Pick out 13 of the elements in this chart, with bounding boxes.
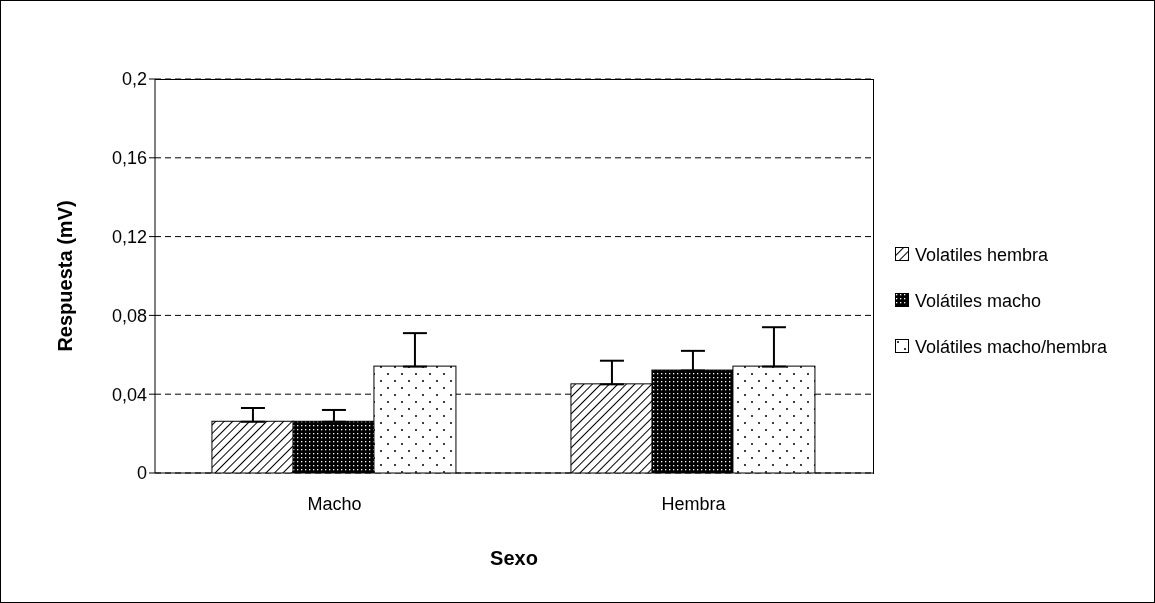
legend-label: Volátiles macho/hembra (915, 335, 1108, 359)
y-tick-label: 0,04 (111, 384, 147, 405)
y-tick-label: 0,08 (111, 305, 147, 326)
y-tick-label: 0,2 (121, 69, 147, 90)
x-axis-title: Sexo (490, 547, 538, 570)
y-tick-label: 0,16 (111, 148, 147, 169)
legend-label: Volatiles hembra (915, 243, 1049, 267)
x-tick-label: Hembra (661, 493, 727, 514)
y-tick-label: 0 (136, 463, 147, 484)
x-tick-label: Macho (307, 493, 362, 514)
legend-label: Volátiles macho (915, 289, 1042, 313)
y-tick-label: 0,12 (111, 226, 147, 247)
y-axis-title: Respuesta (mV) (54, 200, 77, 352)
